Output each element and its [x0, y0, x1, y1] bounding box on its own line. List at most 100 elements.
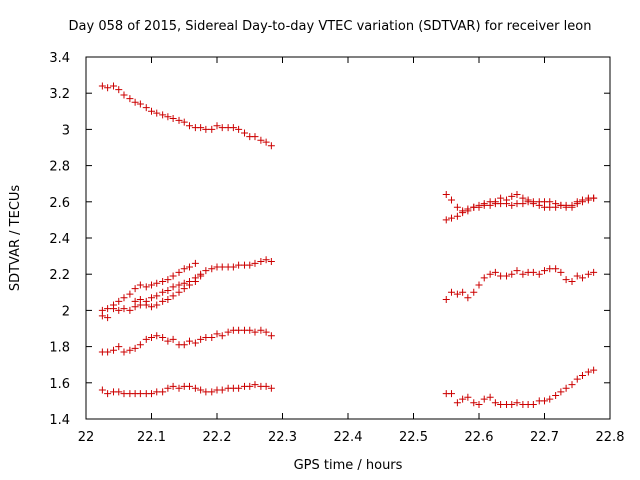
data-point [562, 276, 570, 284]
data-point [491, 268, 499, 276]
data-point [459, 209, 467, 217]
data-point [131, 344, 139, 352]
data-point [136, 296, 144, 304]
data-point [584, 270, 592, 278]
data-point [126, 346, 134, 354]
data-point [197, 124, 205, 132]
data-point [115, 297, 123, 305]
data-point [513, 200, 521, 208]
data-point [578, 198, 586, 206]
data-point [568, 277, 576, 285]
data-point [447, 288, 455, 296]
data-point [529, 200, 537, 208]
data-point [453, 212, 461, 220]
data-point [459, 395, 467, 403]
data-point [191, 277, 199, 285]
data-point [235, 261, 243, 269]
data-point [541, 267, 548, 275]
data-point [497, 401, 505, 409]
data-point [562, 384, 570, 392]
data-point [552, 265, 560, 273]
series-trace-6 [98, 381, 275, 398]
data-point [169, 283, 177, 291]
data-point [197, 386, 205, 394]
y-tick-label: 3 [62, 123, 70, 138]
data-point [159, 388, 167, 396]
data-point [104, 305, 112, 313]
data-point [529, 401, 537, 409]
y-tick-label: 2 [62, 304, 70, 319]
data-point [159, 111, 167, 119]
data-point [535, 270, 543, 278]
data-point [503, 200, 511, 208]
data-point [584, 196, 592, 204]
data-point [246, 261, 254, 269]
data-point [159, 334, 167, 342]
y-tick-label: 1.6 [49, 377, 70, 392]
series-trace-8 [442, 194, 598, 224]
data-point [442, 191, 450, 199]
data-point [213, 122, 221, 130]
data-point [262, 138, 270, 146]
data-point [246, 382, 254, 390]
data-point [185, 337, 193, 345]
data-point [164, 296, 172, 304]
data-point [115, 343, 123, 351]
data-point [442, 296, 450, 304]
y-axis: 1.4 1.6 1.8 2 2.2 2.4 2.6 2.8 3 3.2 3.4 [49, 51, 610, 428]
data-point [513, 399, 521, 407]
data-point [191, 384, 199, 392]
data-point [136, 100, 144, 108]
y-tick-label: 2.4 [49, 232, 70, 247]
data-point [153, 279, 161, 287]
x-tick-label: 22.8 [596, 430, 625, 445]
data-point [185, 263, 193, 271]
data-point [180, 285, 188, 293]
data-point [497, 200, 505, 208]
chart-title: Day 058 of 2015, Sidereal Day-to-day VTE… [69, 19, 592, 34]
data-point [568, 381, 576, 389]
data-point [148, 294, 155, 302]
data-point [98, 82, 106, 90]
data-point [519, 200, 527, 208]
data-point [159, 288, 167, 296]
data-point [148, 303, 155, 311]
data-point [578, 274, 586, 282]
data-point [241, 129, 249, 137]
data-point [562, 203, 570, 211]
data-point [218, 124, 226, 132]
data-point [257, 136, 265, 144]
data-point [578, 372, 586, 380]
data-point [175, 384, 183, 392]
data-point [120, 390, 128, 398]
data-point [267, 258, 275, 266]
series-trace-4 [131, 272, 205, 311]
data-point [447, 196, 455, 204]
data-point [104, 84, 112, 92]
data-point [175, 268, 183, 276]
data-point [257, 258, 265, 266]
x-axis: 22 22.1 22.2 22.3 22.4 22.5 22.6 22.7 22.8 [78, 57, 625, 445]
data-point [508, 401, 516, 409]
data-point [169, 292, 177, 300]
data-point [136, 390, 144, 398]
data-point [191, 339, 199, 347]
data-point [508, 192, 516, 200]
data-point [164, 337, 172, 345]
data-point [131, 285, 139, 293]
data-point [175, 288, 183, 296]
data-point [590, 268, 598, 276]
data-point [224, 328, 232, 336]
data-point [191, 259, 199, 267]
data-point [142, 335, 150, 343]
data-point [202, 125, 210, 133]
data-point [98, 386, 106, 394]
data-point [197, 272, 205, 280]
data-point [169, 115, 177, 123]
data-point [218, 332, 226, 340]
data-point [148, 107, 155, 115]
data-point [519, 270, 527, 278]
data-point [262, 382, 270, 390]
series-trace-10 [442, 366, 598, 409]
data-point [110, 82, 118, 90]
